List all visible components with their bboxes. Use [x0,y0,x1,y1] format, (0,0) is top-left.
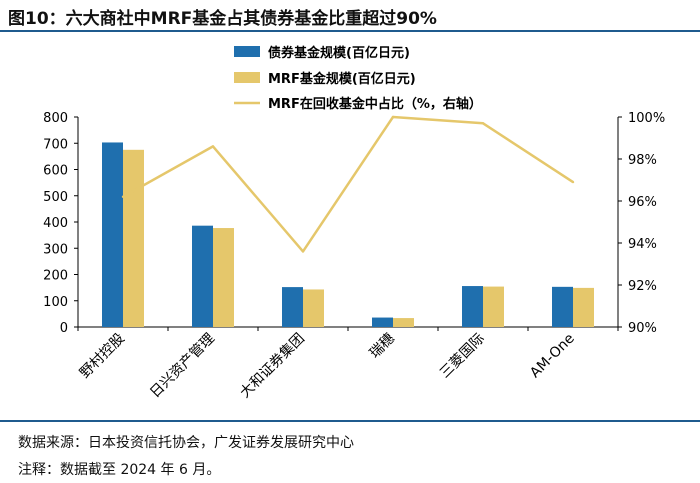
left-tick-label: 300 [43,242,68,257]
mrf-ratio-point [211,145,215,148]
left-tick-label: 200 [43,269,68,284]
mrf-fund-bar [483,286,504,327]
right-tick-label: 92% [628,279,657,294]
mrf-fund-bar [393,318,414,327]
bond-fund-bar [102,142,123,327]
x-tick-label: 三菱国际 [437,331,488,382]
right-tick-label: 96% [628,195,657,210]
bond-fund-bar [372,317,393,327]
bond-fund-bar [462,286,483,327]
chart: 0 100 200 300 400 500 600 700 800 90% 92% 94% 96% 98%… [43,45,665,402]
left-tick-label: 0 [60,321,68,336]
mrf-ratio-line [122,115,574,253]
x-tick-label: 日兴资产管理 [147,331,218,402]
right-tick-label: 94% [628,237,657,252]
bond-fund-bar [192,225,213,327]
mrf-fund-bar [213,228,234,327]
right-tick-label: 98% [628,153,657,168]
left-tick-label: 700 [43,137,68,152]
left-tick-label: 600 [43,164,68,179]
legend-mrf-swatch [234,72,260,83]
legend-mrf-label: MRF基金规模(百亿日元) [268,71,416,87]
x-tick-label: 瑞穗 [367,331,398,362]
date-note: 注释：数据截至 2024 年 6 月。 [18,462,221,478]
mrf-ratio-point [571,180,575,184]
mrf-fund-bar [573,287,594,327]
mrf-ratio-point [121,195,125,198]
source-note: 数据来源：日本投资信托协会，广发证券发展研究中心 [18,435,354,451]
bond-fund-bar [552,286,573,327]
legend-bond-label: 债券基金规模(百亿日元) [268,45,410,61]
figure-title: 图10：六大商社中MRF基金占其债券基金比重超过90% [8,9,437,29]
bond-fund-bar [282,287,303,327]
x-tick-label: AM-One [527,331,578,382]
right-tick-label: 100% [628,111,665,126]
left-tick-label: 400 [43,216,68,231]
footer-rule [0,420,700,422]
left-tick-label: 500 [43,190,68,205]
legend-ratio-label: MRF在回收基金中占比（%，右轴） [268,96,482,112]
legend-bond-swatch [234,46,260,57]
mrf-fund-bar [303,289,324,327]
x-tick-label: 大和证券集团 [236,330,307,401]
mrf-ratio-point [301,250,305,253]
x-tick-label: 野村控股 [77,331,128,382]
left-tick-label: 100 [43,295,68,310]
left-tick-label: 800 [43,111,68,126]
mrf-fund-bar [123,149,144,327]
mrf-ratio-point [391,115,395,119]
title-rule [0,30,700,32]
right-tick-label: 90% [628,321,657,336]
mrf-ratio-point [481,122,485,125]
